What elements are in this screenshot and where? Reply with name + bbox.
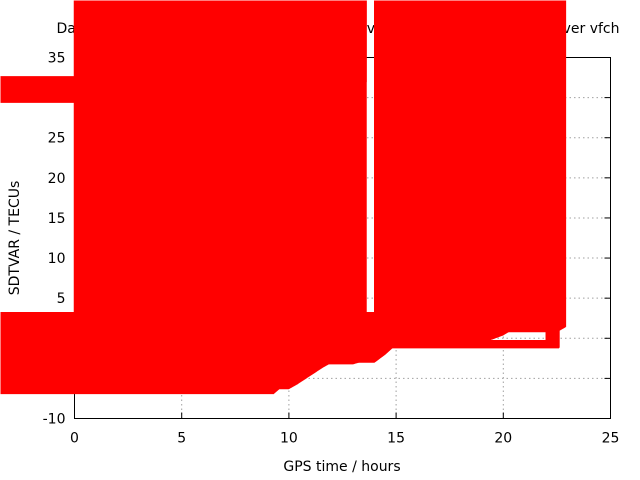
series-segment-d (0, 0, 560, 349)
x-tick-labels: 0 5 10 15 20 25 (70, 431, 619, 447)
y-axis-label: SDTVAR / TECUs (7, 181, 23, 296)
data-points (0, 0, 567, 395)
y-tick-label: 35 (48, 51, 66, 67)
data-point-markers (0, 0, 367, 103)
data-point-markers (0, 0, 560, 349)
y-tick-label: 5 (57, 291, 66, 307)
x-tick-label: 25 (602, 431, 620, 447)
x-axis-label: GPS time / hours (283, 459, 400, 475)
x-tick-label: 0 (70, 431, 79, 447)
y-tick-label: -10 (43, 412, 66, 428)
x-tick-label: 15 (387, 431, 405, 447)
y-tick-label: 25 (48, 131, 66, 147)
y-tick-label: 15 (48, 211, 66, 227)
series-outlier-cluster (0, 0, 367, 103)
y-tick-label: 10 (48, 251, 66, 267)
y-tick-label: 20 (48, 171, 66, 187)
x-tick-label: 5 (177, 431, 186, 447)
x-tick-label: 10 (280, 431, 298, 447)
x-tick-label: 20 (494, 431, 512, 447)
